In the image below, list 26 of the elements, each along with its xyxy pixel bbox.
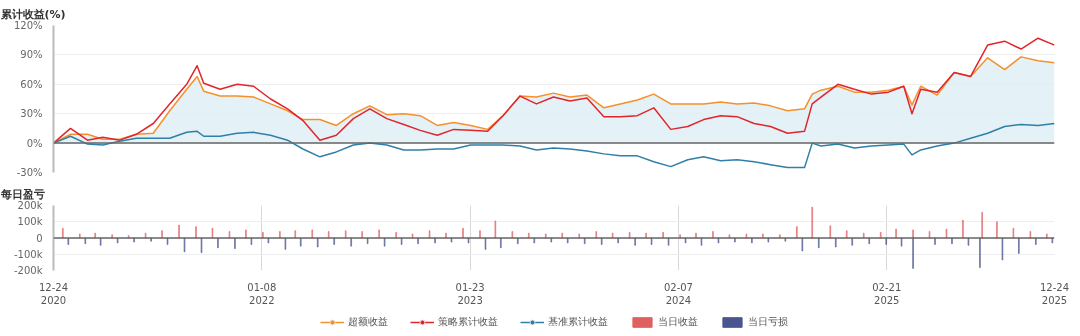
legend-label: 策略累计收益 <box>437 315 498 329</box>
y-tick-label: -100k <box>14 248 43 260</box>
y-tick-label: 120% <box>13 20 43 31</box>
chart-title: 每日盈亏 <box>0 187 45 201</box>
legend-label: 当日亏损 <box>747 315 788 329</box>
y-tick-label: 90% <box>20 49 43 61</box>
y-tick-label: 30% <box>20 108 43 120</box>
x-tick-label: 12-24 2025 <box>1039 281 1070 306</box>
y-tick-label: 0% <box>26 137 43 149</box>
x-tick-label: 02-07 2024 <box>663 281 693 306</box>
x-tick-label: 02-21 2025 <box>872 281 902 306</box>
y-tick-label: -30% <box>16 167 43 178</box>
x-tick-label: 01-08 2022 <box>247 281 277 306</box>
line-series <box>53 122 1055 169</box>
x-tick-label: 12-24 2020 <box>38 281 69 306</box>
chart-title: 累计收益(%) <box>0 7 66 21</box>
y-tick-label: 200k <box>17 200 43 211</box>
y-tick-label: 100k <box>17 216 43 228</box>
legend-label: 超额收益 <box>347 315 388 329</box>
x-tick-label: 01-23 2023 <box>455 281 485 306</box>
line-series <box>53 37 1055 144</box>
y-tick-label: -200k <box>14 265 43 276</box>
y-tick-label: 0 <box>36 232 43 244</box>
legend-label: 基准累计收益 <box>547 315 608 329</box>
legend-label: 当日收益 <box>657 315 698 329</box>
y-tick-label: 60% <box>20 78 43 90</box>
